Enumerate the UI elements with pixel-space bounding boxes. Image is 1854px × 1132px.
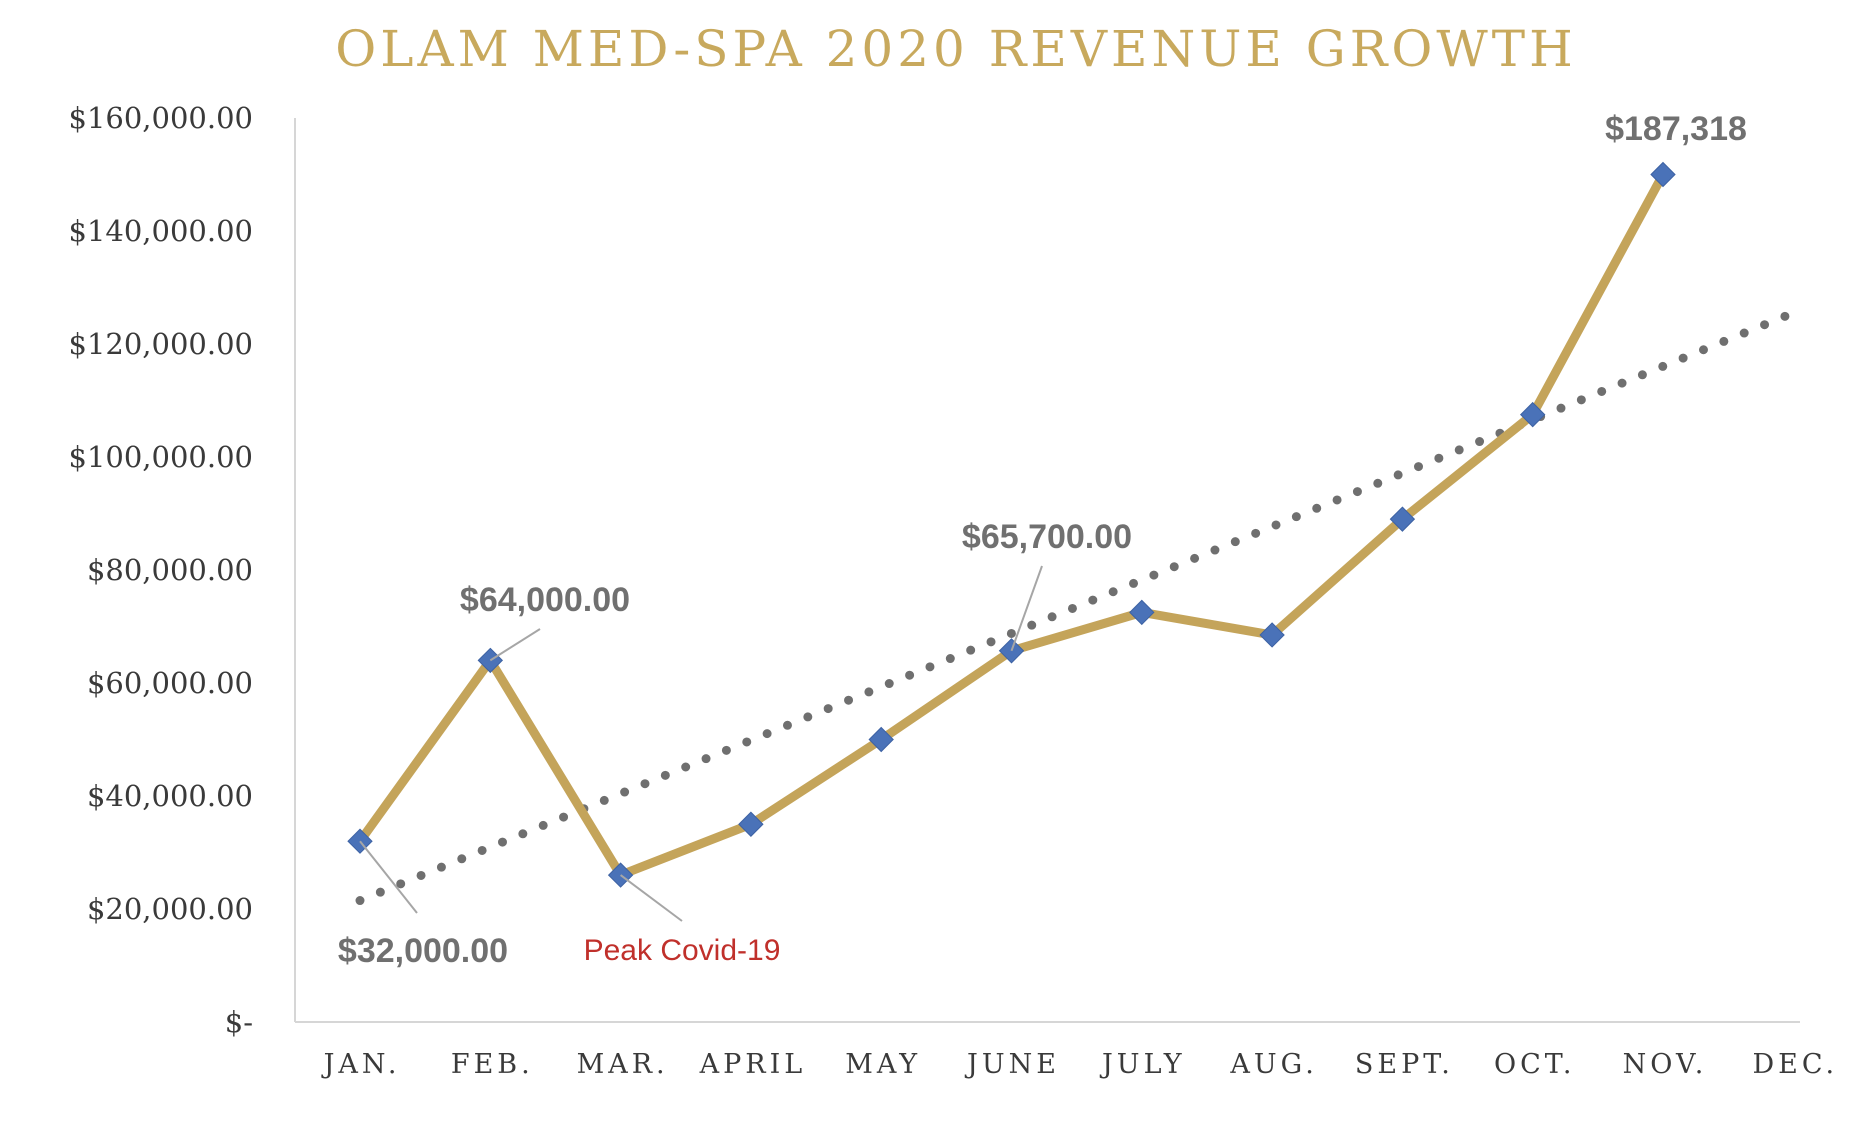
data-point-marker xyxy=(1650,161,1676,188)
data-markers xyxy=(347,161,1676,888)
y-tick-label: $120,000.00 xyxy=(69,327,254,361)
y-tick-label: $80,000.00 xyxy=(87,553,253,587)
data-label: $187,318 xyxy=(1605,110,1747,148)
x-tick-label: JAN. xyxy=(321,1049,401,1080)
data-point-marker xyxy=(1259,622,1285,648)
x-tick-label: FEB. xyxy=(451,1049,534,1080)
data-label: $32,000.00 xyxy=(338,932,508,970)
x-tick-label: APRIL xyxy=(699,1049,807,1080)
x-tick-label: NOV. xyxy=(1623,1049,1708,1080)
x-tick-label: JULY xyxy=(1099,1049,1186,1080)
annotation-leader xyxy=(620,874,683,922)
data-label-leader xyxy=(1010,565,1043,652)
y-tick-label: $100,000.00 xyxy=(69,440,254,474)
x-axis-ticks: JAN. FEB. MAR. APRIL MAY JUNE JULY AUG. SEPT. OCT… xyxy=(321,1049,1838,1080)
data-labels: $32,000.00 $64,000.00 $65,700.00 $187,318 Pe… xyxy=(338,110,1747,970)
data-point-marker xyxy=(1129,599,1155,626)
chart-axes xyxy=(294,118,1800,1023)
y-tick-label: $160,000.00 xyxy=(69,101,254,135)
y-tick-label: $60,000.00 xyxy=(87,666,253,700)
data-point-marker xyxy=(738,811,764,837)
x-tick-label: MAR. xyxy=(577,1049,669,1080)
y-tick-label: $- xyxy=(225,1005,253,1039)
x-tick-label: DEC. xyxy=(1752,1049,1838,1080)
annotation-label: Peak Covid-19 xyxy=(584,934,781,967)
data-point-marker xyxy=(1389,506,1416,532)
x-tick-label: OCT. xyxy=(1494,1049,1575,1080)
data-label: $65,700.00 xyxy=(962,518,1132,556)
x-tick-label: MAY xyxy=(845,1049,921,1080)
x-tick-label: AUG. xyxy=(1229,1049,1317,1080)
data-point-marker xyxy=(868,726,894,753)
x-tick-label: JUNE xyxy=(964,1049,1060,1080)
data-point-marker xyxy=(1519,401,1546,428)
data-label: $64,000.00 xyxy=(460,581,630,619)
chart-title: OLAM MED-SPA 2020 REVENUE GROWTH xyxy=(335,20,1576,78)
y-axis-ticks: $- $20,000.00 $40,000.00 $60,000.00 $80,000.… xyxy=(69,101,254,1039)
x-tick-label: SEPT. xyxy=(1355,1049,1454,1080)
y-tick-label: $20,000.00 xyxy=(87,892,253,926)
data-label-leader xyxy=(359,840,418,914)
y-tick-label: $140,000.00 xyxy=(69,214,254,248)
y-tick-label: $40,000.00 xyxy=(87,779,253,813)
data-label-leader xyxy=(489,628,541,662)
